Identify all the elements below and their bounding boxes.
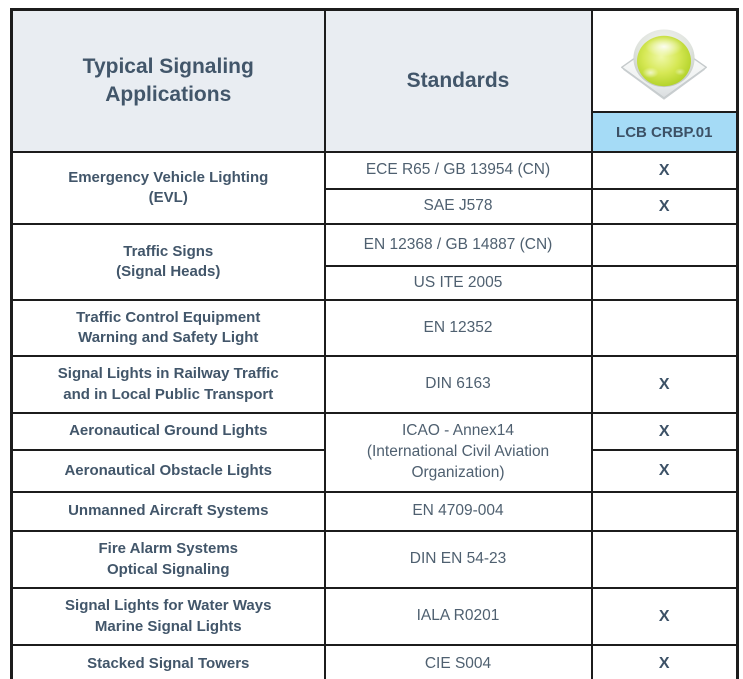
compliance-mark-cell: X [590, 412, 739, 451]
compliance-mark-cell [590, 265, 739, 301]
standard-cell: ICAO - Annex14 (International Civil Aviat… [323, 412, 593, 493]
signaling-standards-table: Typical Signaling Applications Standards [10, 8, 739, 679]
application-cell: Emergency Vehicle Lighting (EVL) [10, 151, 326, 225]
compliance-mark-cell [590, 491, 739, 532]
table-row: Signal Lights in Railway Traffic and in L… [10, 355, 739, 414]
table-row: Traffic Control Equipment Warning and Saf… [10, 299, 739, 357]
application-cell: Fire Alarm Systems Optical Signaling [10, 530, 326, 589]
application-cell: Traffic Signs (Signal Heads) [10, 223, 326, 301]
application-cell: Signal Lights in Railway Traffic and in L… [10, 355, 326, 414]
compliance-mark-cell [590, 223, 739, 267]
product-image-cell [590, 8, 739, 113]
compliance-mark-cell [590, 299, 739, 357]
led-package-icon [621, 29, 708, 100]
standard-cell: ECE R65 / GB 13954 (CN) [323, 151, 593, 190]
compliance-mark-cell: X [590, 449, 739, 493]
table-row: SAE J578 X [12, 188, 739, 225]
table-body: Emergency Vehicle Lighting (EVL) ECE R65 /… [10, 151, 739, 679]
standard-cell: US ITE 2005 [323, 265, 593, 301]
table-row: Emergency Vehicle Lighting (EVL) ECE R65 /… [10, 151, 739, 225]
standard-cell: EN 4709-004 [323, 491, 593, 532]
standard-cell: SAE J578 [323, 188, 593, 225]
application-cell: Stacked Signal Towers [10, 644, 326, 679]
table-row: Stacked Signal Towers CIE S004 X [10, 644, 739, 679]
standard-cell: CIE S004 [323, 644, 593, 679]
product-label: LCB CRBP.01 [590, 111, 739, 153]
header-standards: Standards [323, 8, 593, 153]
compliance-mark-cell [590, 530, 739, 589]
table-row: Fire Alarm Systems Optical Signaling DIN E… [10, 530, 739, 589]
table-row: Aeronautical Obstacle Lights X [10, 449, 739, 493]
compliance-mark-cell: X [590, 644, 739, 679]
standard-cell: DIN EN 54-23 [323, 530, 593, 589]
header-row-top: Typical Signaling Applications Standards [10, 8, 739, 153]
compliance-mark-cell: X [590, 151, 739, 190]
table-row: Unmanned Aircraft Systems EN 4709-004 [10, 491, 739, 532]
table-row: Traffic Signs (Signal Heads) EN 12368 / GB… [10, 223, 739, 301]
standard-cell: DIN 6163 [323, 355, 593, 414]
application-cell: Traffic Control Equipment Warning and Saf… [10, 299, 326, 357]
application-cell: Aeronautical Obstacle Lights [10, 449, 326, 493]
header-applications-line1: Typical Signaling [82, 54, 254, 78]
application-cell: Signal Lights for Water Ways Marine Signa… [10, 587, 326, 646]
table-row: Signal Lights for Water Ways Marine Signa… [10, 587, 739, 646]
table-row: US ITE 2005 [12, 265, 739, 301]
compliance-mark-cell: X [590, 188, 739, 225]
standard-cell: EN 12368 / GB 14887 (CN) [323, 223, 593, 267]
header-applications: Typical Signaling Applications [10, 8, 326, 153]
table-header: Typical Signaling Applications Standards [10, 8, 739, 153]
standard-cell: IALA R0201 [323, 587, 593, 646]
compliance-mark-cell: X [590, 587, 739, 646]
application-cell: Aeronautical Ground Lights [10, 412, 326, 451]
compliance-mark-cell: X [590, 355, 739, 414]
table-row: Aeronautical Ground Lights ICAO - Annex14… [10, 412, 739, 493]
application-cell: Unmanned Aircraft Systems [10, 491, 326, 532]
header-applications-line2: Applications [105, 83, 232, 106]
standard-cell: EN 12352 [323, 299, 593, 357]
header-row-band: LCB CRBP.01 [12, 111, 739, 153]
